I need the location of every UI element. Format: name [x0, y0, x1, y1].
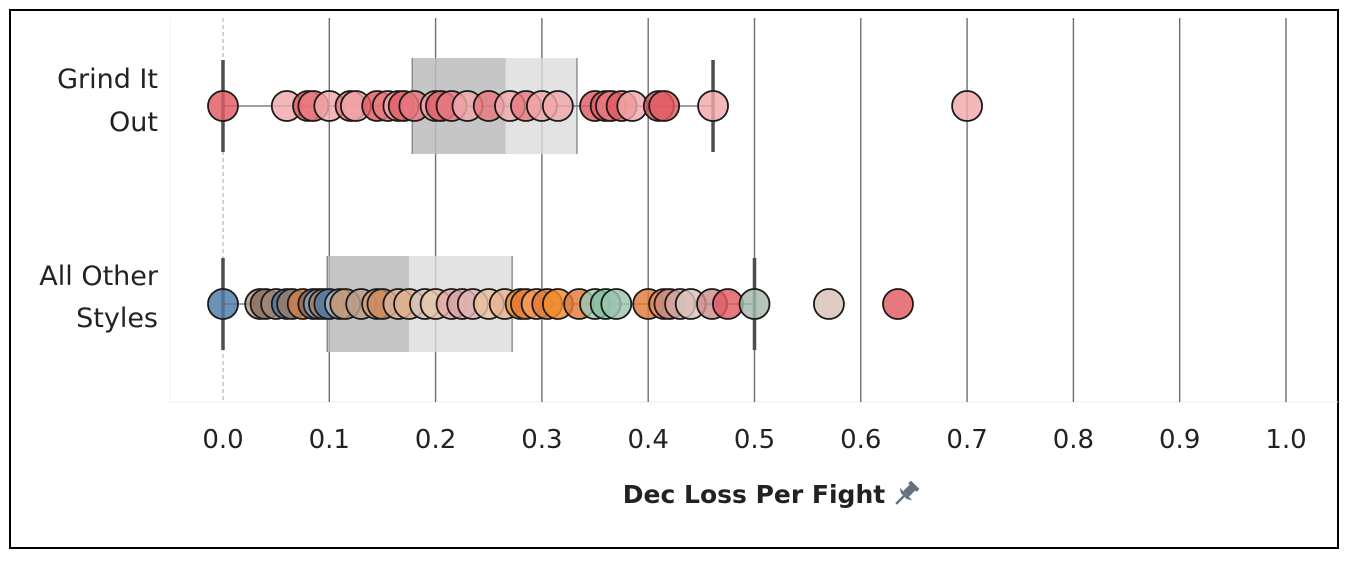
data-point: [207, 288, 239, 320]
x-tick-label: 0.6: [840, 425, 881, 455]
x-tick-label: 0.7: [946, 425, 987, 455]
category-label: Out: [109, 107, 158, 138]
data-point: [951, 90, 983, 122]
data-point: [541, 90, 574, 122]
x-tick-label: 0.4: [628, 425, 669, 455]
x-tick-label: 0.2: [415, 425, 456, 455]
point-layer: [207, 90, 983, 320]
data-point: [600, 288, 633, 320]
data-point: [882, 288, 914, 320]
data-point: [813, 288, 845, 320]
data-point: [738, 288, 771, 320]
data-point: [616, 90, 649, 122]
tick-layer: 0.0 0.1 0.2 0.3 0.4 0.5 0.6 0.7 0.8 0.9 1.0: [202, 425, 1306, 455]
pin-icon[interactable]: [890, 478, 922, 510]
label-layer: Grind It Out All Other Styles: [39, 64, 159, 334]
x-tick-label: 1.0: [1265, 425, 1306, 455]
grid-layer: [169, 18, 1338, 403]
x-tick-label: 0.5: [734, 425, 775, 455]
x-tick-label: 0.8: [1053, 425, 1094, 455]
x-axis-title: Dec Loss Per Fight: [623, 480, 885, 509]
category-label: Grind It: [57, 64, 158, 95]
data-point: [697, 90, 729, 122]
category-label: Styles: [76, 303, 158, 334]
data-point: [712, 288, 744, 320]
data-point: [207, 90, 239, 122]
category-label: All Other: [39, 261, 159, 292]
x-tick-label: 0.0: [202, 425, 243, 455]
data-point: [648, 90, 681, 122]
x-tick-label: 0.9: [1159, 425, 1200, 455]
x-tick-label: 0.3: [521, 425, 562, 455]
x-tick-label: 0.1: [309, 425, 350, 455]
